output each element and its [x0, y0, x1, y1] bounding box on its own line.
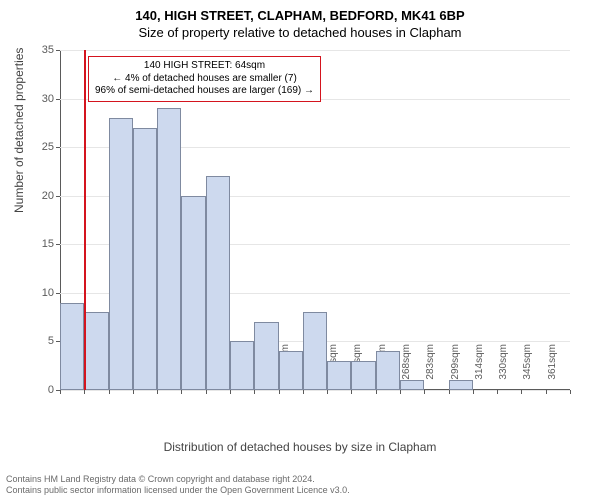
y-tick-label: 15 — [42, 238, 54, 250]
x-tick-label: 345sqm — [522, 344, 533, 394]
y-tick-label: 10 — [42, 287, 54, 299]
annotation-line-3: 96% of semi-detached houses are larger (… — [95, 85, 314, 98]
footer-line-2: Contains public sector information licen… — [6, 485, 350, 496]
y-tick-label: 30 — [42, 93, 54, 105]
property-marker-line — [84, 50, 86, 390]
y-tick-mark — [56, 196, 60, 197]
y-tick-label: 5 — [48, 335, 54, 347]
histogram-bar — [133, 128, 157, 390]
histogram-bar — [400, 380, 424, 390]
y-tick-mark — [56, 244, 60, 245]
chart-subtitle: Size of property relative to detached ho… — [0, 23, 600, 44]
x-axis-label: Distribution of detached houses by size … — [0, 440, 600, 454]
histogram-bar — [303, 312, 327, 390]
x-tick-mark — [570, 390, 571, 394]
y-tick-label: 25 — [42, 141, 54, 153]
y-axis-label: Number of detached properties — [12, 48, 26, 213]
histogram-bar — [254, 322, 278, 390]
y-tick-label: 0 — [48, 384, 54, 396]
histogram-bar — [109, 118, 133, 390]
histogram-bar — [181, 196, 205, 390]
histogram-bar — [60, 303, 84, 390]
annotation-line-1: 140 HIGH STREET: 64sqm — [95, 60, 314, 73]
x-tick-label: 314sqm — [474, 344, 485, 394]
grid-line — [60, 50, 570, 51]
y-tick-mark — [56, 50, 60, 51]
annotation-line-2: ← 4% of detached houses are smaller (7) — [95, 73, 314, 86]
histogram-bar — [84, 312, 108, 390]
histogram-bar — [279, 351, 303, 390]
histogram-bar — [449, 380, 473, 390]
y-tick-mark — [56, 99, 60, 100]
x-tick-label: 283sqm — [425, 344, 436, 394]
chart-container: 140, HIGH STREET, CLAPHAM, BEDFORD, MK41… — [0, 0, 600, 500]
x-tick-label: 330sqm — [498, 344, 509, 394]
footer-line-1: Contains HM Land Registry data © Crown c… — [6, 474, 350, 485]
histogram-bar — [157, 108, 181, 390]
histogram-bar — [206, 176, 230, 390]
footer-attribution: Contains HM Land Registry data © Crown c… — [6, 474, 350, 497]
annotation-box: 140 HIGH STREET: 64sqm← 4% of detached h… — [88, 56, 321, 102]
chart-title-address: 140, HIGH STREET, CLAPHAM, BEDFORD, MK41… — [0, 0, 600, 23]
plot-area: 0510152025303550sqm66sqm81sqm97sqm112sqm… — [60, 50, 570, 390]
histogram-bar — [351, 361, 375, 390]
x-tick-label: 361sqm — [547, 344, 558, 394]
histogram-bar — [230, 341, 254, 390]
y-tick-label: 35 — [42, 44, 54, 56]
histogram-bar — [376, 351, 400, 390]
y-tick-label: 20 — [42, 190, 54, 202]
y-tick-mark — [56, 147, 60, 148]
y-tick-mark — [56, 293, 60, 294]
histogram-bar — [327, 361, 351, 390]
